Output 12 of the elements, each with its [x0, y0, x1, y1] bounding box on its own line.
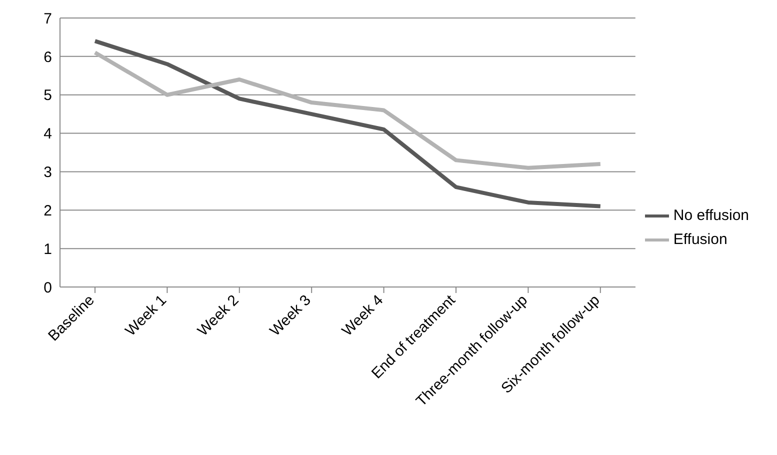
y-tick-label: 5: [44, 87, 52, 104]
line-series: [93, 50, 602, 170]
y-tick-label: 6: [44, 48, 52, 66]
line-series: [93, 39, 602, 208]
y-tick-label: 7: [44, 10, 52, 28]
y-tick-label: 2: [44, 202, 52, 220]
y-tick-label: 1: [44, 240, 52, 258]
y-tick-label: 4: [44, 126, 52, 143]
legend-label: No effusion: [673, 206, 749, 224]
legend-label: Effusion: [673, 230, 728, 248]
y-tick-label: 0: [44, 279, 52, 296]
y-tick-label: 3: [44, 164, 52, 182]
